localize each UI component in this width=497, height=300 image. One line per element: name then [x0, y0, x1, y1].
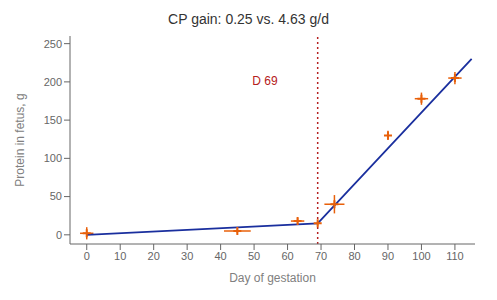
svg-text:80: 80	[348, 250, 360, 262]
html-text:CP gain: 0.25 vs. 4.63 g/d: CP gain: 0.25 vs. 4.63 g/d	[168, 11, 329, 27]
svg-text:150: 150	[44, 114, 62, 126]
svg-text:20: 20	[148, 250, 160, 262]
svg-text:30: 30	[181, 250, 193, 262]
svg-text:90: 90	[382, 250, 394, 262]
svg-text:100: 100	[412, 250, 430, 262]
svg-text:100: 100	[44, 152, 62, 164]
svg-text:110: 110	[446, 250, 464, 262]
svg-text:250: 250	[44, 38, 62, 50]
svg-text:200: 200	[44, 76, 62, 88]
svg-text:50: 50	[248, 250, 260, 262]
svg-text:70: 70	[315, 250, 327, 262]
svg-text:Day of gestation: Day of gestation	[229, 271, 316, 285]
svg-text:0: 0	[56, 229, 62, 241]
svg-text:Protein in fetus, g: Protein in fetus, g	[13, 93, 27, 186]
svg-text:40: 40	[214, 250, 226, 262]
svg-text:D 69: D 69	[252, 74, 278, 88]
svg-text:60: 60	[281, 250, 293, 262]
svg-text:50: 50	[50, 190, 62, 202]
svg-text:10: 10	[114, 250, 126, 262]
svg-text:0: 0	[84, 250, 90, 262]
